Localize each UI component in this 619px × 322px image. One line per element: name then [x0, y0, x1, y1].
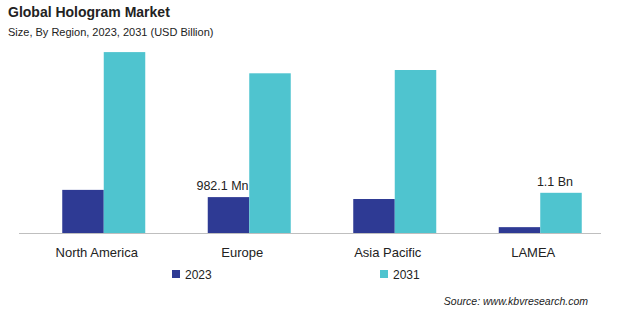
legend-label: 2031 — [393, 268, 420, 282]
bar — [208, 197, 250, 233]
data-label: 982.1 Mn — [196, 179, 248, 193]
x-tick-label: Asia Pacific — [354, 245, 422, 260]
chart-svg: Global Hologram Market Size, By Region, 2… — [0, 0, 619, 322]
bar — [249, 73, 291, 233]
bars — [62, 52, 582, 233]
bar — [499, 227, 541, 233]
bar — [62, 190, 104, 233]
title: Global Hologram Market — [8, 4, 170, 20]
legend-swatch — [172, 270, 180, 278]
source: Source: www.kbvresearch.com — [444, 295, 588, 307]
x-tick-label: North America — [56, 245, 139, 260]
bar — [540, 193, 582, 233]
data-label: 1.1 Bn — [537, 175, 573, 189]
x-axis-line — [19, 233, 601, 234]
bar — [395, 70, 437, 233]
x-tick-label: Europe — [221, 245, 263, 260]
bar — [104, 52, 146, 233]
legend-label: 2023 — [185, 268, 212, 282]
data-labels: 982.1 Mn 1.1 Bn — [196, 175, 573, 193]
bar — [353, 199, 395, 233]
subtitle: Size, By Region, 2023, 2031 (USD Billion… — [8, 26, 213, 38]
x-tick-label: LAMEA — [511, 245, 555, 260]
legend-swatch — [380, 270, 388, 278]
chart-container: Global Hologram Market Size, By Region, 2… — [0, 0, 619, 322]
